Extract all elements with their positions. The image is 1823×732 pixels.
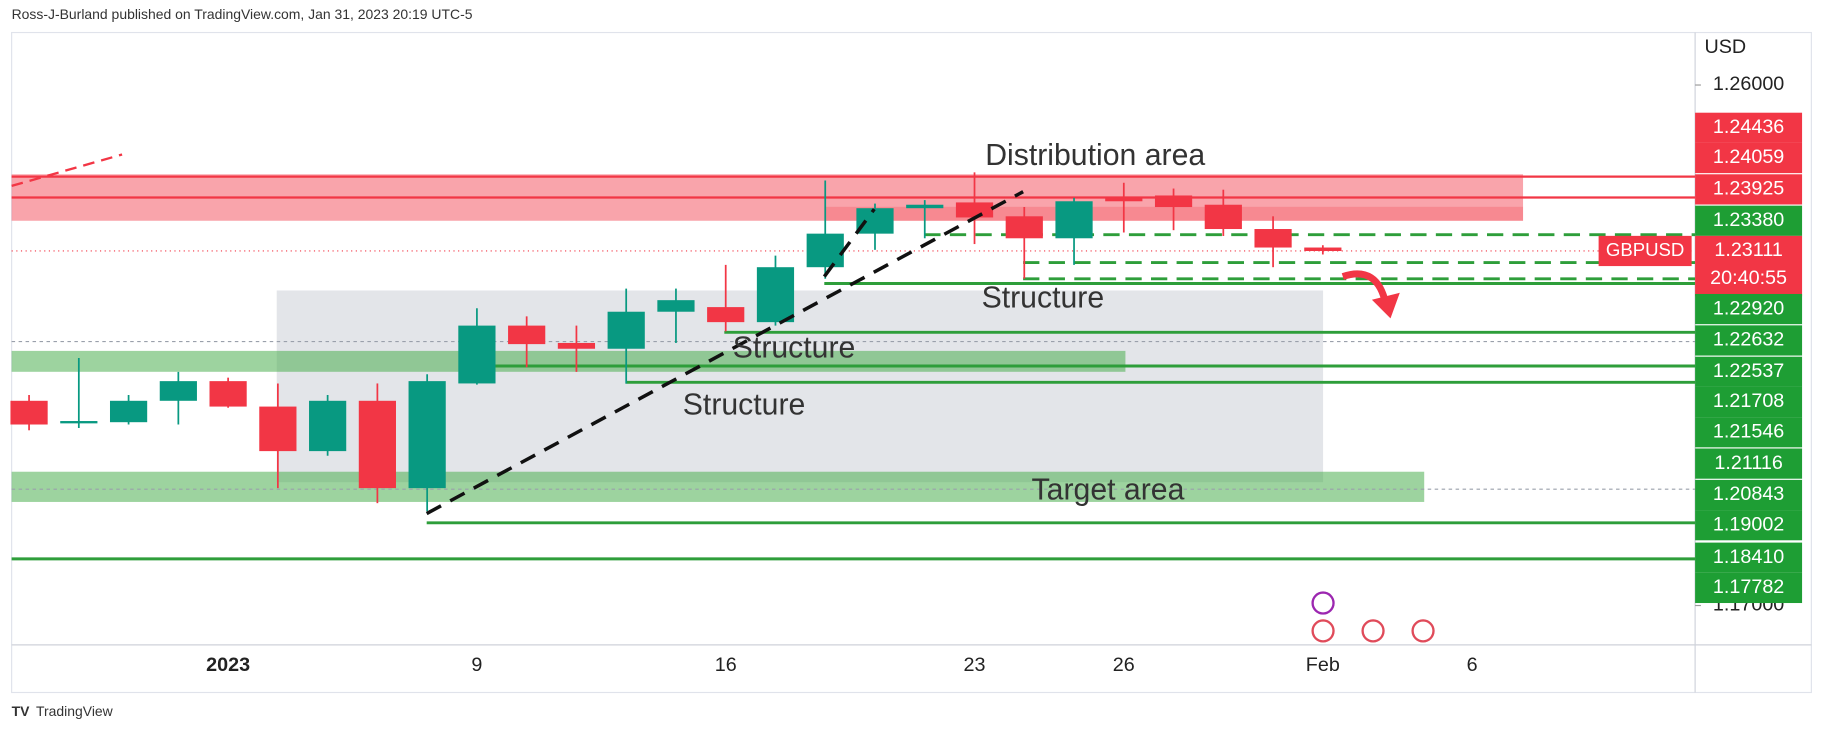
price-tag-label: 1.21708 bbox=[1713, 390, 1784, 412]
annotations: Distribution area Structure Structure St… bbox=[683, 139, 1206, 507]
candle-body bbox=[309, 400, 347, 452]
annotation: Structure bbox=[683, 389, 806, 422]
candle-body bbox=[557, 342, 596, 349]
candle-body bbox=[657, 300, 695, 312]
x-tick-label: 9 bbox=[471, 654, 482, 676]
price-tag bbox=[1695, 112, 1803, 143]
target-zone bbox=[11, 471, 1425, 502]
y-tick-label: 1.26000 bbox=[1713, 73, 1784, 95]
candle-body bbox=[1055, 201, 1093, 239]
candle-body bbox=[10, 400, 48, 425]
x-tick-label: 2023 bbox=[206, 654, 250, 676]
candles bbox=[10, 172, 1342, 512]
price-tag-label: 1.17782 bbox=[1713, 576, 1784, 598]
candle-body bbox=[109, 400, 148, 423]
price-tag-label: 1.22920 bbox=[1713, 297, 1784, 319]
price-tag-label: 1.21116 bbox=[1714, 452, 1782, 474]
price-tag-label: 1.23111 bbox=[1714, 239, 1782, 261]
candle-body bbox=[856, 208, 894, 234]
symbol-label: GBPUSD bbox=[1606, 239, 1684, 260]
annotation: Distribution area bbox=[985, 139, 1205, 172]
event-icon bbox=[1311, 591, 1335, 615]
candle-body bbox=[806, 233, 844, 268]
candle-body bbox=[1254, 229, 1292, 248]
price-tag-label: 1.24436 bbox=[1713, 116, 1784, 138]
header: Ross-J-Burland published on TradingView.… bbox=[12, 6, 473, 22]
price-tag bbox=[1695, 542, 1803, 573]
candle-body bbox=[1204, 204, 1242, 230]
price-tag bbox=[1695, 235, 1803, 297]
candle-body bbox=[1005, 216, 1043, 239]
candle-body bbox=[209, 381, 247, 407]
x-tick-label: 23 bbox=[964, 654, 986, 676]
event-icon bbox=[1361, 619, 1385, 643]
candle-body bbox=[159, 381, 197, 401]
footer: TradingView bbox=[36, 703, 114, 719]
trendline bbox=[425, 190, 1024, 516]
candle-body bbox=[756, 267, 795, 323]
trendline bbox=[822, 208, 876, 278]
price-tag bbox=[1695, 142, 1803, 174]
price-tag-label: 1.18410 bbox=[1713, 546, 1784, 568]
price-tag bbox=[1695, 293, 1803, 325]
price-tag bbox=[1695, 510, 1803, 541]
annotation: Structure bbox=[733, 332, 856, 365]
candle-body bbox=[1154, 195, 1193, 208]
price-tag bbox=[1695, 572, 1803, 604]
candle-body bbox=[1304, 247, 1342, 252]
symbol-tag bbox=[1598, 235, 1692, 267]
candle-body bbox=[607, 311, 645, 349]
price-tag bbox=[1695, 448, 1803, 479]
candle-body bbox=[508, 325, 546, 345]
x-tick-label: 26 bbox=[1113, 654, 1135, 676]
support-zone bbox=[11, 350, 1126, 372]
price-tag-label: 1.23380 bbox=[1713, 209, 1784, 231]
annotation: Target area bbox=[1032, 473, 1185, 506]
trendline bbox=[11, 153, 123, 188]
candle-body bbox=[955, 202, 994, 218]
candle-body bbox=[707, 307, 745, 323]
levels bbox=[11, 233, 1696, 561]
candle-body bbox=[60, 421, 98, 424]
price-tag bbox=[1695, 417, 1803, 448]
price-tag-label: 1.19002 bbox=[1713, 513, 1784, 535]
arrow-head bbox=[1371, 292, 1400, 319]
price-tag bbox=[1695, 479, 1803, 511]
candle-body bbox=[906, 204, 944, 209]
price-tag-label: 1.23925 bbox=[1713, 178, 1784, 200]
price-tag bbox=[1695, 356, 1803, 387]
candle-body bbox=[408, 381, 446, 489]
price-tag-label: 1.20843 bbox=[1713, 483, 1784, 505]
annotation: Structure bbox=[982, 282, 1105, 315]
price-tag bbox=[1695, 325, 1803, 356]
candle-body bbox=[358, 400, 396, 489]
countdown: 20:40:55 bbox=[1710, 267, 1787, 289]
price-tag bbox=[1695, 174, 1803, 205]
event-icon bbox=[1311, 619, 1335, 643]
x-tick-label: Feb bbox=[1306, 654, 1340, 676]
structure-zone bbox=[276, 290, 1324, 483]
candle-body bbox=[259, 406, 297, 452]
x-tick-label: 6 bbox=[1467, 654, 1478, 676]
price-tag-label: 1.21546 bbox=[1713, 420, 1784, 442]
currency: USD bbox=[1704, 36, 1746, 58]
candle-body bbox=[458, 325, 496, 384]
price-tag bbox=[1695, 205, 1803, 236]
price-tag bbox=[1695, 386, 1803, 418]
x-tick-label: 16 bbox=[715, 654, 737, 676]
price-tag-label: 1.22632 bbox=[1713, 329, 1784, 351]
candle-body bbox=[1105, 197, 1143, 202]
price-tag-label: 1.24059 bbox=[1713, 146, 1784, 168]
logo: TV bbox=[12, 703, 31, 719]
price-tag-label: 1.22537 bbox=[1713, 360, 1784, 382]
event-icon bbox=[1411, 619, 1435, 643]
